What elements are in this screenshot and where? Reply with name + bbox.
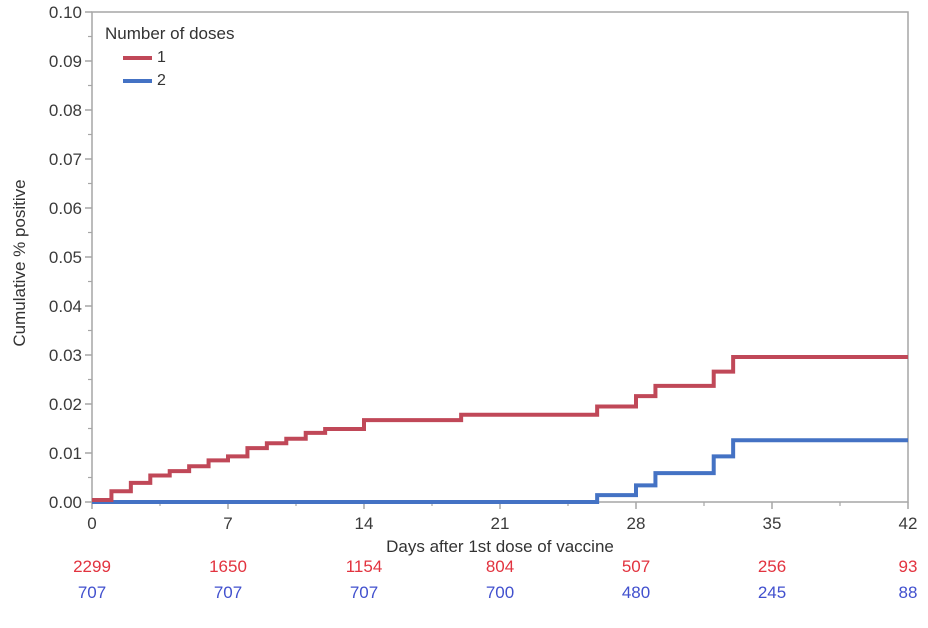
series-2-step-line <box>92 438 908 504</box>
y-tick-label: 0.05 <box>49 248 82 267</box>
y-tick-label: 0.00 <box>49 493 82 512</box>
at-risk-dose-1-day-21: 804 <box>485 557 515 576</box>
x-axis-title: Days after 1st dose of vaccine <box>386 537 614 556</box>
legend-item-dose-1-label: 1 <box>157 49 166 66</box>
y-tick-label: 0.01 <box>49 444 82 463</box>
at-risk-dose-1-day-42: 93 <box>898 557 918 576</box>
at-risk-dose-2-day-28: 480 <box>621 583 651 602</box>
y-tick-label: 0.02 <box>49 395 82 414</box>
series-1-step-line <box>92 354 908 503</box>
at-risk-dose-2-day-7: 707 <box>213 583 243 602</box>
at-risk-dose-2-day-21: 700 <box>485 583 515 602</box>
x-tick-label: 0 <box>87 514 96 533</box>
legend-item-dose-2: 2 <box>123 72 234 90</box>
at-risk-dose-1-day-14: 1154 <box>345 557 383 576</box>
at-risk-dose-1-day-35: 256 <box>757 557 787 576</box>
y-axis-title: Cumulative % positive <box>10 179 29 347</box>
x-tick-label: 42 <box>899 514 918 533</box>
x-tick-label: 7 <box>223 514 232 533</box>
at-risk-dose-1-day-0: 2299 <box>73 557 111 576</box>
y-tick-label: 0.08 <box>49 101 82 120</box>
at-risk-dose-1-day-28: 507 <box>621 557 651 576</box>
at-risk-dose-1-day-7: 1650 <box>209 557 247 576</box>
x-tick-label: 14 <box>355 514 374 533</box>
at-risk-dose-2-day-42: 88 <box>898 583 918 602</box>
y-tick-label: 0.03 <box>49 346 82 365</box>
dose-1-line-swatch-icon <box>123 56 152 60</box>
dose-2-line-swatch-icon <box>123 79 152 83</box>
y-tick-label: 0.06 <box>49 199 82 218</box>
x-tick-label: 35 <box>763 514 782 533</box>
x-tick-label: 28 <box>627 514 646 533</box>
legend-item-dose-1: 1 <box>123 49 234 67</box>
at-risk-dose-2-day-35: 245 <box>757 583 787 602</box>
legend: Number of doses 1 2 <box>105 24 234 90</box>
at-risk-dose-2-day-14: 707 <box>349 583 379 602</box>
y-tick-label: 0.09 <box>49 52 82 71</box>
y-tick-label: 0.04 <box>49 297 82 316</box>
y-tick-label: 0.10 <box>49 3 82 22</box>
y-tick-label: 0.07 <box>49 150 82 169</box>
x-tick-label: 21 <box>491 514 510 533</box>
legend-title: Number of doses <box>105 24 235 43</box>
legend-item-dose-2-label: 2 <box>157 72 166 89</box>
at-risk-dose-2-day-0: 707 <box>77 583 107 602</box>
